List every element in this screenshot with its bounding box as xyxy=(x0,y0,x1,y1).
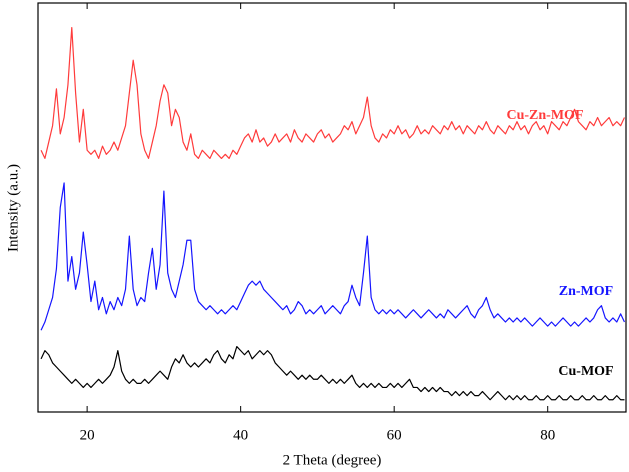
series-label: Cu-MOF xyxy=(558,364,613,379)
series-line xyxy=(40,182,626,331)
x-axis-title: 2 Theta (degree) xyxy=(283,452,382,468)
x-tick-label: 20 xyxy=(80,427,95,443)
series-line xyxy=(40,345,625,401)
series-label: Cu-Zn-MOF xyxy=(507,108,584,123)
x-tick-label: 80 xyxy=(540,427,555,443)
series-label: Zn-MOF xyxy=(559,284,613,299)
y-axis-title: Intensity (a.u.) xyxy=(5,164,21,252)
plot-frame xyxy=(37,2,627,413)
x-tick-label: 40 xyxy=(233,427,248,443)
series-line xyxy=(40,26,626,160)
x-tick-label: 60 xyxy=(387,427,402,443)
